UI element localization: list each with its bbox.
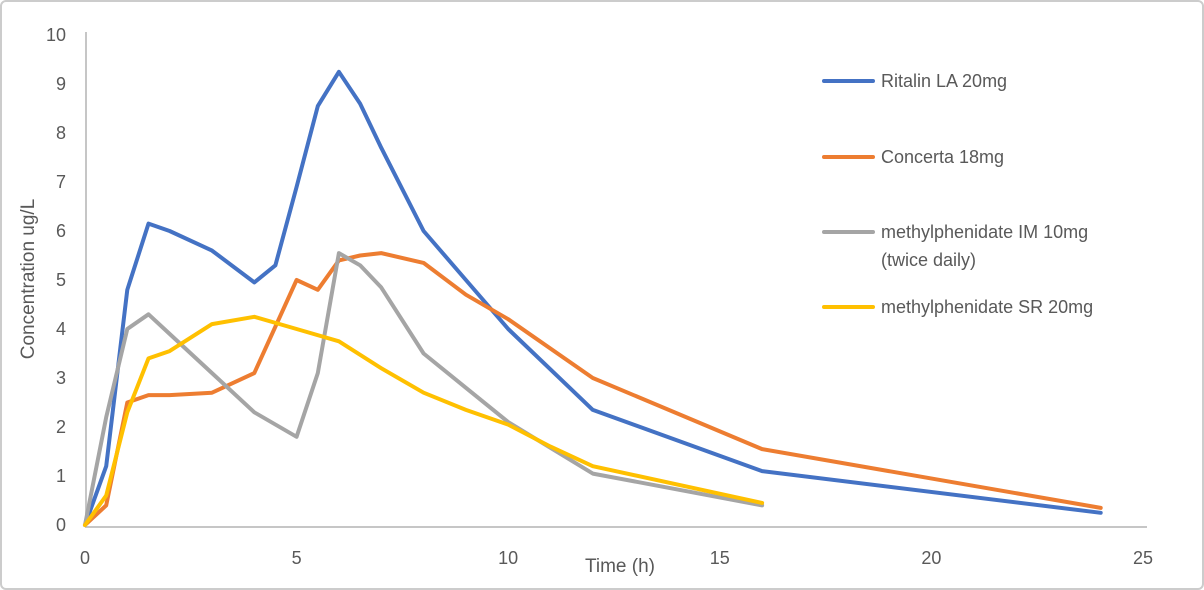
series-line [83, 314, 765, 527]
y-tick-label: 9 [56, 74, 66, 94]
series-line [83, 251, 1103, 527]
legend-item: Concerta 18mg [822, 143, 1004, 171]
legend-label: methylphenidate SR 20mg [881, 297, 1094, 317]
y-tick-label: 7 [56, 172, 66, 192]
legend-line-swatch [822, 155, 875, 159]
legend-label: Ritalin LA 20mg [881, 71, 1008, 91]
x-tick-label: 20 [921, 548, 941, 568]
series-line [83, 251, 765, 527]
legend-item: methylphenidate IM 10mg (twice daily) [822, 218, 1088, 274]
x-tick-label: 5 [292, 548, 302, 568]
y-tick-label: 1 [56, 466, 66, 486]
y-tick-label: 0 [56, 515, 66, 535]
legend-item: methylphenidate SR 20mg [822, 293, 1093, 321]
y-tick-label: 6 [56, 221, 66, 241]
legend-label: methylphenidate IM 10mg (twice daily) [881, 222, 1089, 270]
x-tick-label: 10 [498, 548, 518, 568]
y-tick-label: 10 [46, 25, 66, 45]
x-tick-label: 15 [710, 548, 730, 568]
y-tick-label: 8 [56, 123, 66, 143]
y-tick-label: 3 [56, 368, 66, 388]
legend-line-swatch [822, 305, 875, 309]
x-tick-label: 25 [1133, 548, 1153, 568]
y-tick-label: 4 [56, 319, 66, 339]
x-tick-label: 0 [80, 548, 90, 568]
legend-item: Ritalin LA 20mg [822, 67, 1007, 95]
series-line [83, 69, 1103, 527]
legend-label: Concerta 18mg [881, 147, 1005, 167]
x-axis-title: Time (h) [584, 556, 656, 577]
y-tick-label: 2 [56, 417, 66, 437]
y-tick-label: 5 [56, 270, 66, 290]
y-axis-title: Concentration ug/L [18, 198, 39, 360]
legend-line-swatch [822, 79, 875, 83]
legend-line-swatch [822, 230, 875, 234]
